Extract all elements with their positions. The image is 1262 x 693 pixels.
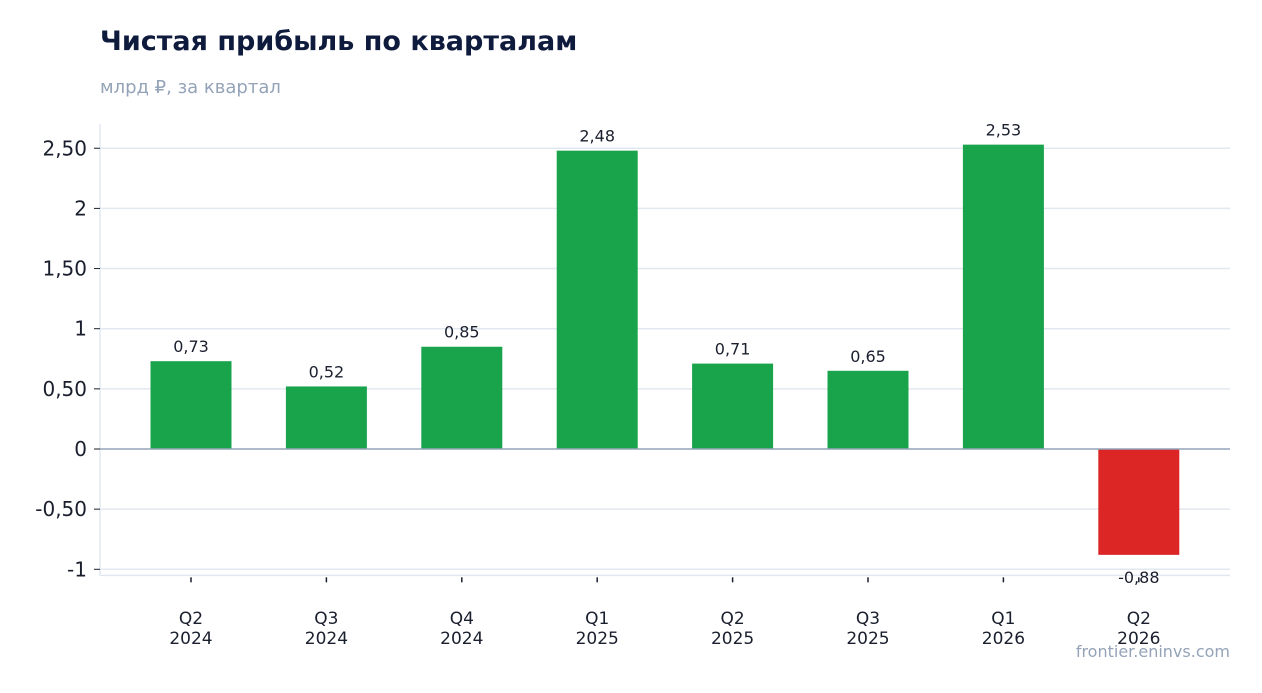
x-tick-label: Q2 2024: [169, 609, 212, 649]
data-label: 0,65: [850, 347, 886, 366]
bar: [150, 361, 232, 449]
data-label: 0,71: [715, 340, 751, 359]
y-tick-label: -1: [67, 557, 87, 581]
bar: [421, 346, 503, 449]
data-label: 2,48: [579, 127, 615, 146]
bar: [1098, 449, 1180, 555]
source-credit: frontier.eninvs.com: [1075, 642, 1230, 661]
data-label: 0,85: [444, 323, 480, 342]
bar: [285, 386, 367, 449]
chart-subtitle: млрд ₽, за квартал: [100, 77, 281, 98]
y-tick-label: -0,50: [35, 497, 87, 521]
data-label: 0,73: [173, 337, 209, 356]
y-tick-label: 0,50: [42, 377, 87, 401]
y-tick-label: 0: [74, 437, 87, 461]
data-label: 0,52: [309, 362, 345, 381]
x-tick-label: Q1 2026: [982, 609, 1025, 649]
bar: [692, 363, 774, 449]
x-tick-label: Q2 2025: [711, 609, 754, 649]
x-tick-label: Q1 2025: [576, 609, 619, 649]
y-tick-label: 2,50: [42, 136, 87, 160]
bar: [827, 370, 909, 449]
data-label: 2,53: [986, 121, 1022, 140]
x-tick-label: Q2 2026: [1117, 609, 1160, 649]
x-tick-label: Q3 2025: [846, 609, 889, 649]
bar: [556, 150, 638, 449]
x-tick-label: Q3 2024: [305, 609, 348, 649]
y-tick-label: 2: [74, 196, 87, 220]
chart-title: Чистая прибыль по кварталам: [100, 26, 578, 57]
y-tick-label: 1: [74, 317, 87, 341]
bar: [962, 144, 1044, 450]
x-tick-label: Q4 2024: [440, 609, 483, 649]
y-tick-label: 1,50: [42, 257, 87, 281]
